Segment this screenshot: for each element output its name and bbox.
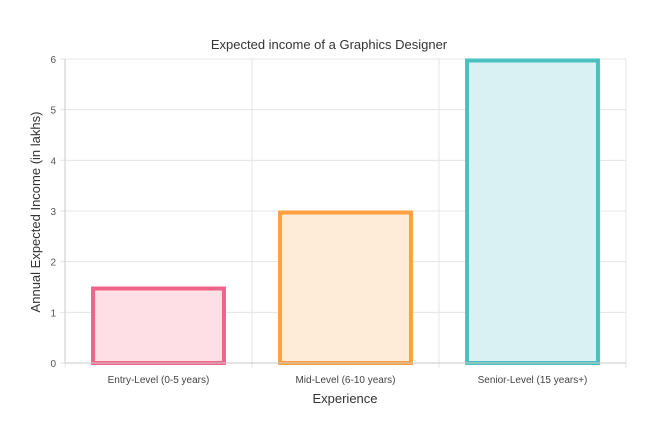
- y-tick-label: 3: [50, 207, 56, 218]
- y-tick-label: 2: [50, 258, 56, 269]
- y-axis-label: Annual Expected Income (in lakhs): [28, 112, 43, 313]
- x-tick-label: Entry-Level (0-5 years): [108, 375, 210, 386]
- y-tick-label: 1: [50, 308, 56, 319]
- axes: [64, 59, 626, 364]
- y-tick-label: 5: [50, 106, 56, 117]
- x-tick-label: Mid-Level (6-10 years): [295, 375, 395, 386]
- y-tick-label: 4: [50, 156, 56, 167]
- chart-title: Expected income of a Graphics Designer: [211, 37, 448, 52]
- y-tick-label: 6: [50, 55, 56, 66]
- bar-3: [465, 58, 600, 365]
- x-axis-label: Experience: [312, 391, 377, 406]
- x-tick-label: Senior-Level (15 years+): [478, 375, 588, 386]
- y-tick-label: 0: [50, 359, 56, 370]
- y-tick-labels: 0 1 2 3 4 5 6: [50, 55, 56, 370]
- bar-2: [278, 210, 413, 365]
- bar-1: [91, 286, 226, 365]
- bars: [91, 58, 600, 365]
- x-tick-labels: Entry-Level (0-5 years) Mid-Level (6-10 y…: [108, 375, 588, 386]
